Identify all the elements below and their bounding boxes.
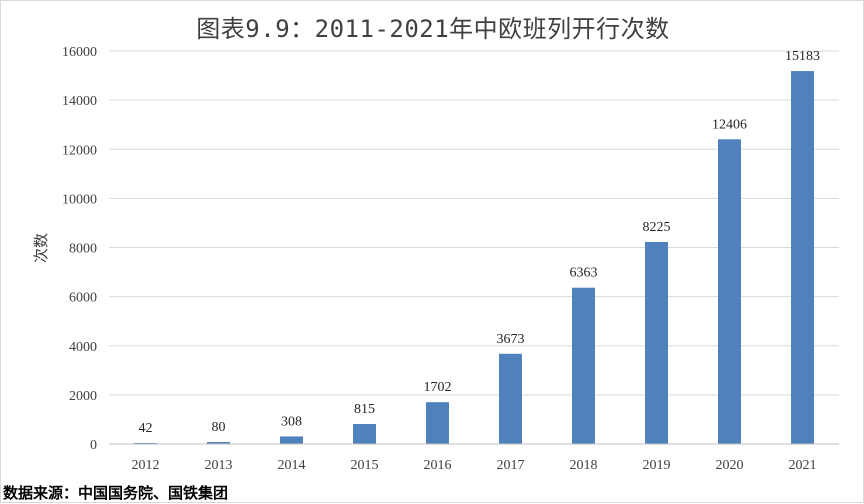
x-axis-ticks: 2012 2013 2014 2015 2016 2017 2018 2019 2020 2021 [132,458,817,473]
y-tick-label: 16000 [62,45,97,60]
y-axis-ticks: 0 2000 4000 6000 8000 10000 12000 14000 16000 [62,45,97,453]
y-tick-label: 4000 [69,340,97,355]
y-tick-label: 10000 [62,192,97,207]
bar-2017 [499,353,522,444]
data-label-2013: 80 [212,420,226,435]
data-label-2017: 3673 [497,332,525,347]
bar-2013 [207,442,230,444]
x-tick-label: 2014 [278,458,306,473]
data-label-2016: 1702 [424,380,452,395]
bar-2016 [426,402,449,444]
gridlines [109,50,839,396]
bar-2018 [572,287,595,444]
bars [134,71,814,444]
data-labels: 42 80 308 815 1702 3673 6363 8225 12406 15183 [139,49,821,436]
x-tick-label: 2013 [205,458,233,473]
bar-2020 [718,139,741,444]
y-tick-label: 0 [90,438,97,453]
y-axis-title: 次数 [32,233,50,263]
bar-2021 [791,71,814,444]
x-tick-label: 2019 [643,458,671,473]
x-tick-label: 2017 [497,458,525,473]
y-tick-label: 6000 [69,291,97,306]
bar-2014 [280,436,303,444]
bar-2015 [353,423,376,444]
y-tick-label: 2000 [69,389,97,404]
data-label-2019: 8225 [643,220,671,235]
x-tick-label: 2012 [132,458,160,473]
x-tick-label: 2021 [789,458,817,473]
y-tick-label: 12000 [62,143,97,158]
y-tick-label: 14000 [62,94,97,109]
data-label-2021: 15183 [785,49,820,64]
data-label-2012: 42 [139,421,153,436]
data-label-2015: 815 [354,402,375,417]
chart-title: 图表9.9：2011-2021年中欧班列开行次数 [196,15,670,43]
bar-2012 [134,442,157,444]
data-label-2014: 308 [281,414,302,429]
x-tick-label: 2020 [716,458,744,473]
x-tick-label: 2016 [424,458,452,473]
data-label-2020: 12406 [712,117,747,132]
bar-2019 [645,241,668,444]
x-tick-label: 2015 [351,458,379,473]
data-label-2018: 6363 [570,266,598,281]
y-tick-label: 8000 [69,242,97,257]
source-note: 数据来源：中国国务院、国铁集团 [3,484,229,502]
x-tick-label: 2018 [570,458,598,473]
